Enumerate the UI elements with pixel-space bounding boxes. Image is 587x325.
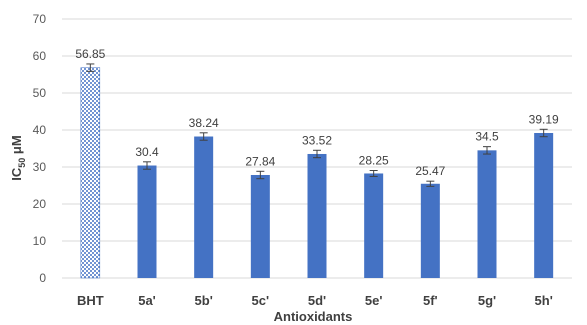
bar: [420, 183, 440, 278]
error-bar: [426, 180, 435, 187]
bar: [194, 136, 214, 278]
x-tick-label: 5e': [365, 293, 383, 308]
error-bar: [313, 149, 321, 159]
x-tick-label: 5h': [535, 293, 553, 308]
data-label: 38.24: [189, 116, 219, 130]
x-tick-label: 5d': [308, 293, 326, 308]
data-label: 33.52: [302, 133, 332, 147]
y-tick-label: 20: [33, 197, 47, 211]
y-tick-label: 10: [33, 234, 47, 248]
bar: [364, 173, 384, 278]
error-bar: [86, 63, 95, 72]
x-tick-label: 5g': [478, 293, 496, 308]
error-bar: [143, 161, 151, 170]
data-label: 28.25: [359, 154, 389, 168]
data-label: 56.85: [75, 47, 105, 61]
x-tick-label: 5a': [138, 293, 156, 308]
error-bar: [199, 132, 208, 141]
x-tick-label: 5b': [195, 293, 213, 308]
bar: [307, 153, 327, 278]
y-axis-title-sub: 50: [17, 158, 27, 168]
x-axis-ticks: BHT 5a' 5b' 5c' 5d' 5e' 5f' 5g' 5h': [77, 293, 553, 308]
y-tick-label: 70: [33, 12, 47, 26]
error-bar: [369, 170, 378, 177]
data-label: 27.84: [245, 154, 275, 168]
x-tick-label: 5f': [423, 293, 438, 308]
y-axis-title: IC50 μM: [9, 135, 27, 180]
bar: [80, 67, 101, 279]
data-label: 30.4: [135, 145, 159, 159]
data-label: 34.5: [475, 130, 499, 144]
error-bars: [86, 63, 548, 187]
data-label: 39.19: [529, 112, 559, 126]
y-tick-label: 40: [33, 123, 47, 137]
bar: [250, 174, 270, 278]
data-label: 25.47: [415, 164, 445, 178]
y-axis-title-unit: μM: [9, 135, 24, 157]
bar: [534, 132, 554, 278]
data-labels: 56.85 30.4 38.24 27.84 33.52 28.25 25.47 34.5 39…: [75, 47, 559, 178]
error-bar: [483, 146, 491, 155]
bars: [80, 67, 554, 279]
y-axis-title-main: IC: [9, 167, 24, 181]
error-bar: [256, 170, 265, 180]
bar: [477, 150, 497, 278]
x-axis-title: Antioxidants: [274, 309, 353, 324]
y-axis-ticks: 0 10 20 30 40 50 60 70: [33, 12, 47, 285]
y-tick-label: 30: [33, 160, 47, 174]
bar: [137, 165, 157, 278]
y-tick-label: 0: [39, 271, 46, 285]
x-tick-label: 5c': [252, 293, 270, 308]
x-tick-label: BHT: [77, 293, 104, 308]
error-bar: [539, 128, 548, 138]
y-tick-label: 50: [33, 86, 47, 100]
y-tick-label: 60: [33, 49, 47, 63]
